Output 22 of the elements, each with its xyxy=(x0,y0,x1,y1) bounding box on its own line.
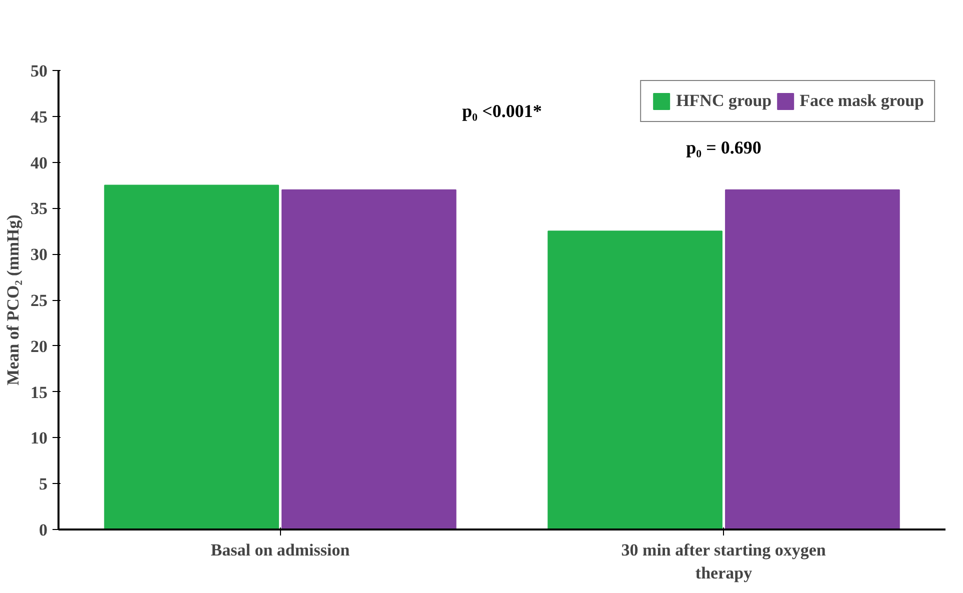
y-tick-label: 35 xyxy=(30,199,48,218)
bar xyxy=(725,189,900,530)
y-tick-label: 50 xyxy=(30,62,48,80)
bar xyxy=(548,230,722,530)
y-tick-label: 10 xyxy=(30,428,48,448)
y-tick-label: 40 xyxy=(30,153,48,172)
legend-label: Face mask group xyxy=(800,91,924,111)
annotation: p₀ <0.001* xyxy=(462,100,542,121)
legend-label: HFNC group xyxy=(676,91,772,111)
annotation: p₀ = 0.690 xyxy=(686,138,762,158)
bar xyxy=(282,189,456,530)
y-tick-label: 30 xyxy=(30,245,48,264)
y-tick-label: 25 xyxy=(30,291,48,310)
x-tick-label: Basal on admission xyxy=(210,540,350,560)
y-tick-label: 45 xyxy=(30,107,48,126)
y-tick-label: 5 xyxy=(39,474,48,494)
bar xyxy=(104,184,279,530)
y-axis-title: Mean of PCO₂ (mmHg) xyxy=(4,214,22,386)
y-tick-label: 0 xyxy=(39,520,48,540)
x-tick-label: 30 min after starting oxygen therapy xyxy=(621,540,826,582)
y-tick-label: 15 xyxy=(30,382,48,402)
y-tick-label: 20 xyxy=(30,336,48,356)
